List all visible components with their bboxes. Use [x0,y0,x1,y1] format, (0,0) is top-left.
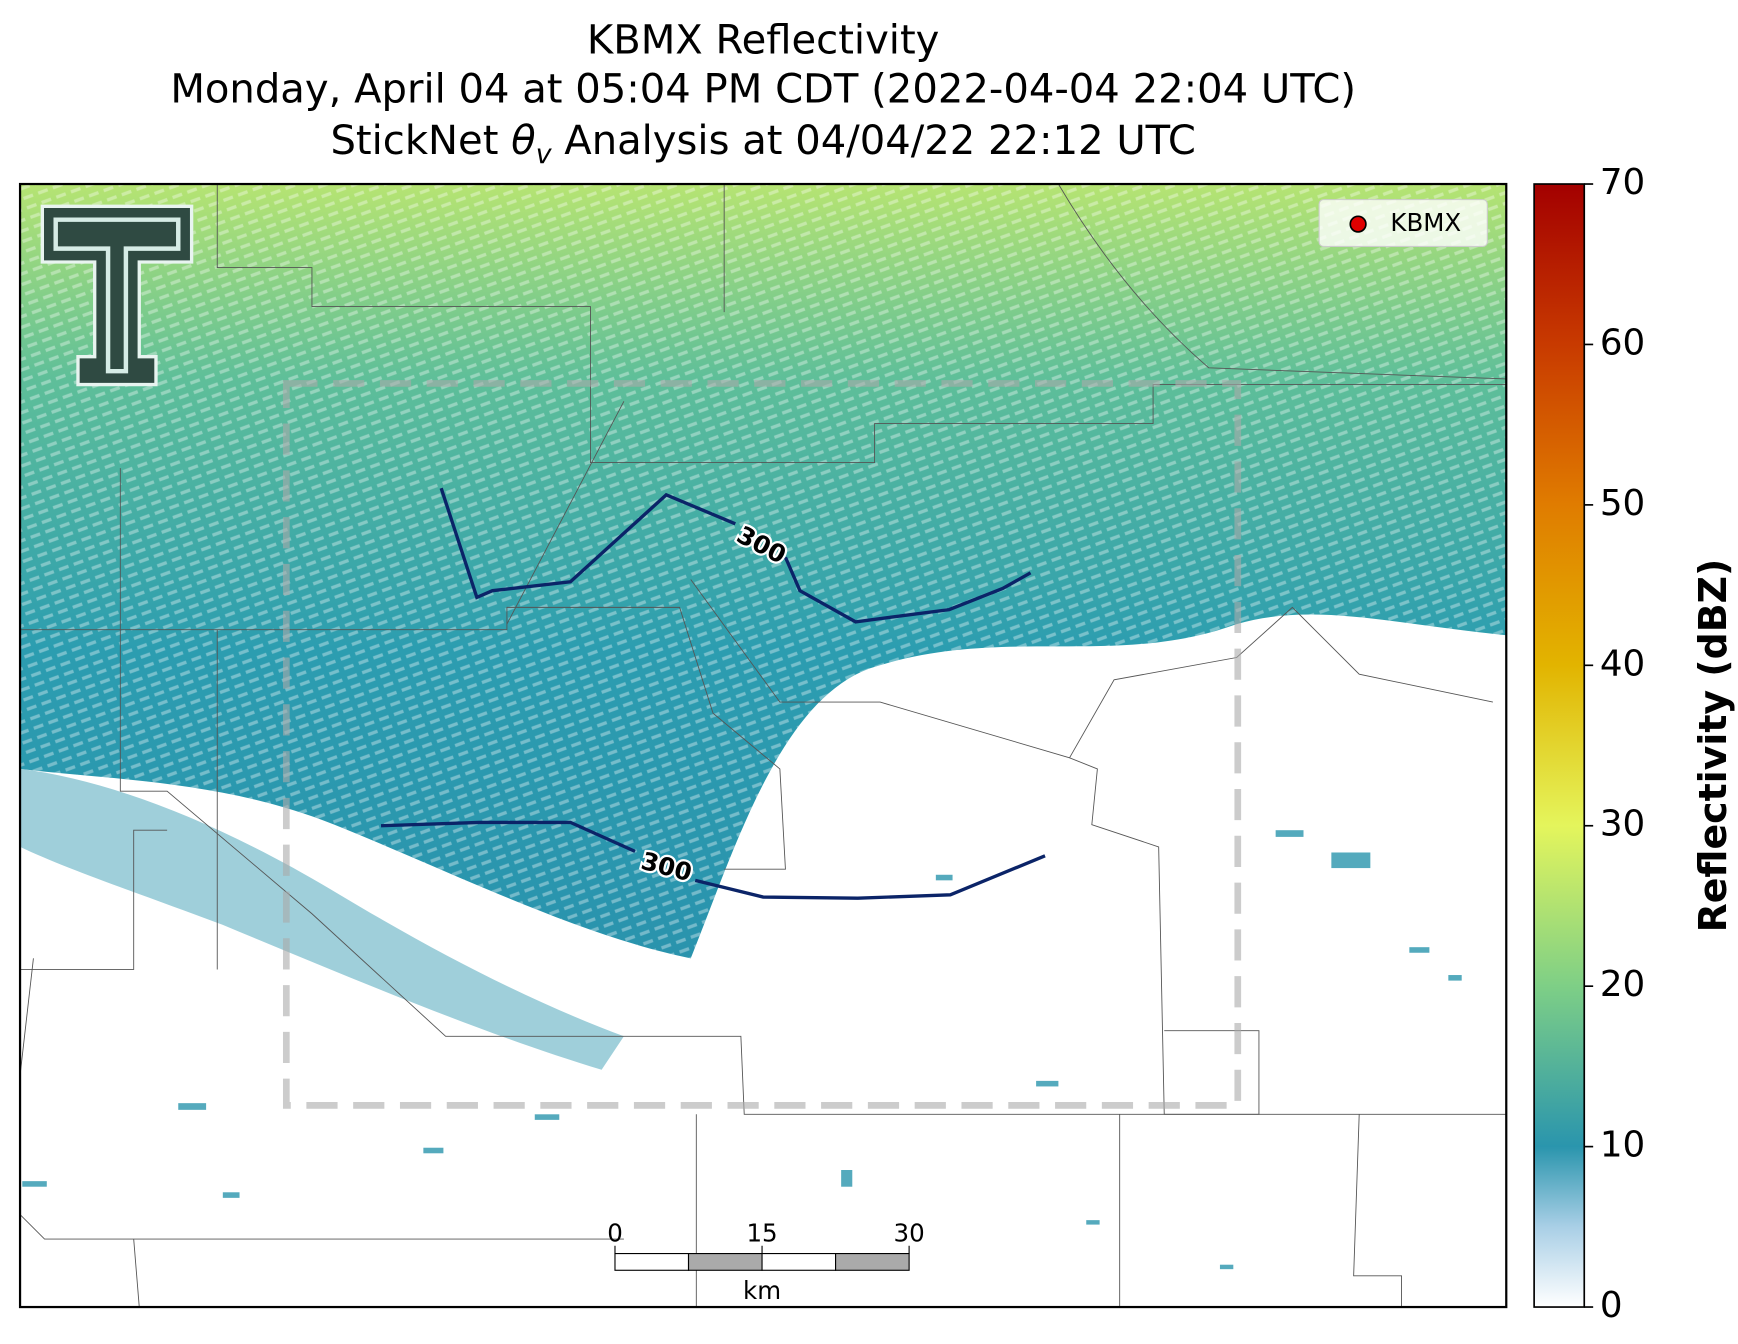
scale-bar: 0 15 30 km [607,1218,925,1305]
contour [694,854,1046,900]
analysis-prefix: StickNet [330,118,511,164]
echo-speckles [22,830,1462,1270]
subtitle: Monday, April 04 at 05:04 PM CDT (2022-0… [170,67,1356,113]
colorbar-label: Reflectivity (dBZ) [1691,559,1735,933]
colorbar-tick-label: 20 [1600,964,1645,1005]
contour [380,820,636,853]
map: 300 300 KBMX 0 15 30 km [20,184,1507,1308]
colorbar-tick-label: 10 [1600,1125,1645,1166]
scale-tick: 0 [607,1218,623,1247]
legend-marker [1349,215,1367,233]
colorbar: Reflectivity (dBZ) 0 10 20 30 40 50 60 70 [1533,162,1735,1326]
analysis-line: StickNet θv Analysis at 04/04/22 22:12 U… [330,118,1195,170]
analysis-symbol: θ [511,118,536,164]
legend-label: KBMX [1390,208,1461,237]
analysis-domain [282,380,1242,1109]
legend-box [1318,199,1488,247]
county-lines [20,184,1507,1308]
logo [40,204,194,387]
contour [439,487,736,600]
colorbar-tick-label: 50 [1600,483,1645,524]
colorbar-tick-label: 40 [1600,643,1645,684]
map-frame [18,182,1508,1309]
colorbar-fill [1533,183,1586,1308]
scale-tick: 30 [894,1218,925,1247]
reflectivity-fringe [20,768,624,1070]
legend: KBMX [1318,199,1488,247]
scale-unit: km [743,1276,781,1305]
colorbar-tick-label: 30 [1600,804,1645,845]
colorbar-tick-label: 60 [1600,322,1645,363]
scale-tick: 15 [746,1218,777,1247]
analysis-suffix: Analysis at 04/04/22 22:12 UTC [552,118,1196,164]
contour [783,556,1032,624]
colorbar-tick-label: 0 [1600,1285,1623,1326]
colorbar-tick-label: 70 [1600,162,1645,203]
analysis-subscript: v [536,139,553,170]
reflectivity-texture [20,184,1507,959]
title: KBMX Reflectivity [587,18,939,64]
